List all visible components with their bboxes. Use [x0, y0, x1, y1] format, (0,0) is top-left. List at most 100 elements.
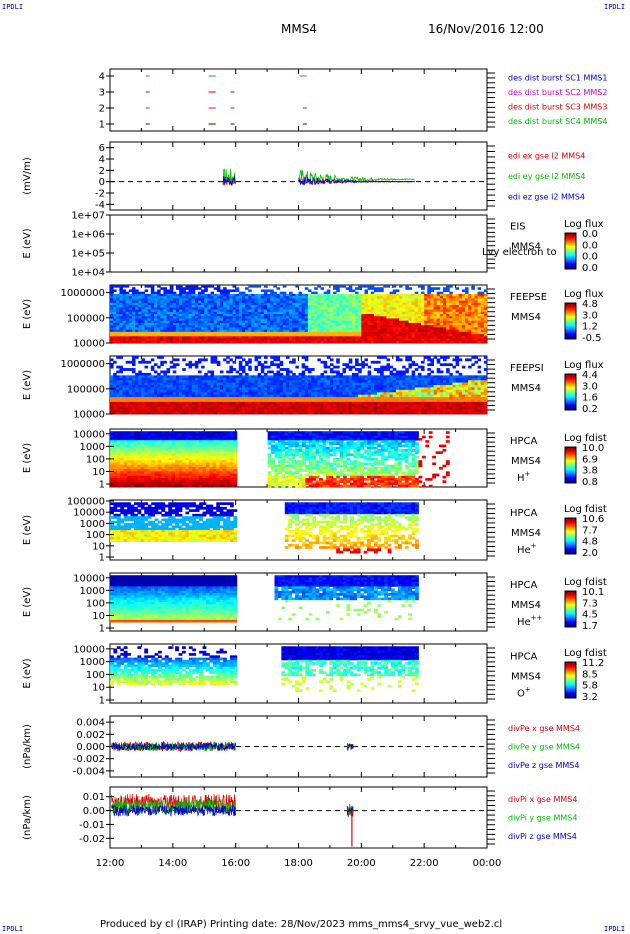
spectrogram-cell	[282, 409, 287, 412]
spectrogram-cell	[185, 318, 189, 322]
spectrogram-cell	[188, 287, 193, 290]
spectrogram-cell	[147, 309, 152, 313]
spectrogram-cell	[175, 406, 180, 410]
spectrogram-cell	[150, 397, 155, 400]
spectrogram-cell	[320, 377, 325, 381]
spectrogram-cell	[138, 401, 142, 405]
spectrogram-cell	[355, 385, 359, 388]
spectrogram-cell	[172, 389, 177, 393]
spectrogram-cell	[219, 375, 224, 379]
colorbar-strip	[565, 246, 576, 248]
spectrogram-cell	[251, 338, 255, 342]
spectrogram-cell	[248, 397, 252, 400]
spectrogram-cell	[355, 401, 359, 405]
spectrogram-cell	[383, 399, 387, 403]
spectrogram-cell	[314, 291, 318, 295]
spectrogram-cell	[179, 298, 183, 302]
spectrogram-cell	[311, 314, 315, 317]
spectrogram-cell	[223, 397, 227, 400]
spectrogram-cell	[204, 336, 208, 339]
spectrogram-cell	[292, 401, 296, 405]
spectrogram-cell	[213, 338, 218, 342]
spectrogram-cell	[336, 293, 340, 297]
spectrogram-cell	[191, 331, 196, 335]
colorbar-strip	[565, 237, 576, 239]
spectrogram-cell	[317, 338, 321, 342]
spectrogram-cell	[213, 380, 218, 383]
spectrogram-cell	[295, 300, 299, 304]
spectrogram-cell	[285, 370, 290, 374]
spectrogram-cell	[301, 325, 306, 328]
spectrogram-cell	[141, 318, 145, 322]
spectrogram-cell	[326, 392, 331, 396]
spectrogram-cell	[238, 298, 243, 302]
spectrogram-cell	[333, 311, 337, 315]
spectrogram-cell	[248, 331, 252, 335]
spectrogram-cell	[131, 360, 136, 364]
spectrogram-cell	[342, 363, 347, 367]
spectrogram-cell	[295, 338, 299, 342]
spectrogram-cell	[405, 287, 409, 290]
spectrogram-cell	[144, 305, 149, 308]
spectrogram-cell	[245, 314, 249, 317]
spectrogram-cell	[197, 394, 202, 398]
spectrogram-cell	[125, 404, 130, 408]
spectrogram-cell	[182, 291, 186, 295]
spectrogram-cell	[449, 285, 453, 288]
spectrogram-cell	[329, 338, 334, 342]
spectrogram-cell	[226, 309, 230, 313]
spectrogram-cell	[169, 329, 174, 333]
colorbar-strip	[565, 248, 576, 250]
spectrogram-cell	[141, 334, 145, 337]
spectrogram-cell	[282, 382, 287, 386]
spectrogram-cell	[367, 380, 372, 383]
spectrogram-cell	[276, 389, 281, 393]
spectrogram-cell	[364, 380, 369, 383]
spectrogram-cell	[377, 387, 381, 391]
spectrogram-cell	[204, 380, 208, 383]
spectrogram-cell	[307, 327, 312, 331]
spectrogram-cell	[235, 392, 240, 396]
spectrogram-cell	[439, 327, 444, 331]
spectrogram-cell	[213, 399, 218, 403]
spectrogram-cell	[339, 336, 343, 339]
spectrogram-cell	[166, 397, 171, 400]
spectrogram-cell	[298, 331, 303, 335]
spectrogram-cell	[210, 392, 215, 396]
spectrogram-cell	[226, 406, 230, 410]
spectrogram-cell	[179, 293, 183, 297]
spectrogram-cell	[232, 325, 237, 328]
spectrogram-cell	[361, 360, 365, 364]
spectrogram-cell	[238, 409, 243, 412]
spectrogram-cell	[245, 363, 249, 367]
spectrogram-cell	[392, 327, 397, 331]
spectrogram-cell	[213, 392, 218, 396]
spectrogram-cell	[370, 340, 375, 344]
spectrogram-cell	[179, 316, 183, 319]
spectrogram-cell	[169, 300, 174, 304]
spectrogram-cell	[389, 327, 394, 331]
spectrogram-cell	[314, 322, 318, 326]
spectrogram-cell	[377, 411, 381, 415]
spectrogram-cell	[245, 296, 249, 299]
spectrogram-cell	[345, 387, 350, 391]
spectrogram-cell	[179, 389, 183, 393]
spectrogram-cell	[298, 293, 303, 297]
spectrogram-cell	[113, 406, 117, 410]
spectrogram-cell	[163, 314, 167, 317]
spectrogram-cell	[292, 314, 296, 317]
spectrogram-cell	[383, 409, 387, 412]
spectrogram-cell	[128, 316, 133, 319]
spectrogram-cell	[282, 397, 287, 400]
spectrogram-cell	[128, 387, 133, 391]
spectrogram-cell	[166, 370, 171, 374]
spectrogram-cell	[260, 377, 265, 381]
spectrogram-cell	[270, 331, 274, 335]
spectrogram-cell	[307, 401, 312, 405]
spectrogram-cell	[279, 406, 284, 410]
spectrogram-cell	[370, 404, 375, 408]
spectrogram-cell	[289, 406, 293, 410]
spectrogram-cell	[179, 392, 183, 396]
spectrogram-cell	[157, 338, 161, 342]
